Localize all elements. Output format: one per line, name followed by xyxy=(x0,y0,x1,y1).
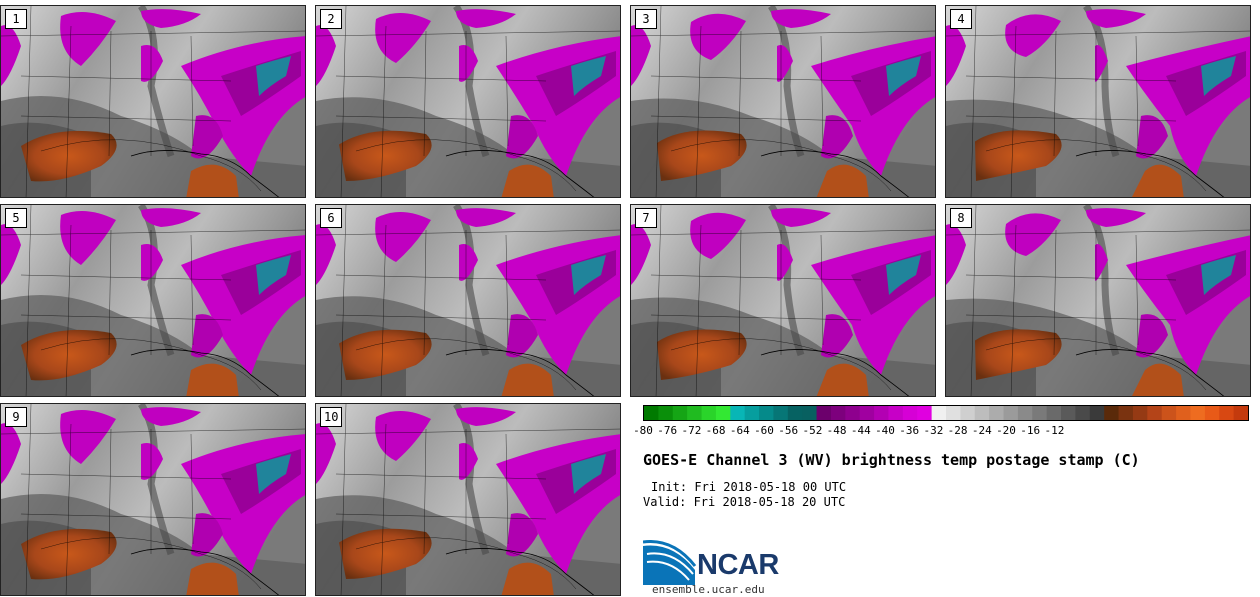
map-panel-6[interactable]: 6 xyxy=(315,204,621,397)
ncar-logo-icon xyxy=(643,540,697,585)
water-vapor-map xyxy=(631,6,935,197)
colorbar-tick-label: -16 xyxy=(1020,424,1041,437)
colorbar-swatch xyxy=(773,406,789,420)
colorbar-swatch xyxy=(1104,406,1120,420)
water-vapor-map xyxy=(316,404,620,595)
colorbar-swatch xyxy=(730,406,746,420)
colorbar-tick-label: -72 xyxy=(681,424,702,437)
colorbar xyxy=(643,405,1249,421)
colorbar-swatch xyxy=(1161,406,1177,420)
colorbar-swatch xyxy=(917,406,933,420)
colorbar-tick-label: -40 xyxy=(875,424,895,437)
colorbar-swatch xyxy=(816,406,832,420)
colorbar-swatch xyxy=(1075,406,1091,420)
colorbar-swatch xyxy=(672,406,688,420)
colorbar-swatch xyxy=(974,406,990,420)
colorbar-swatch xyxy=(1147,406,1163,420)
colorbar-tick-label: -52 xyxy=(802,424,823,437)
panel-number: 4 xyxy=(950,9,972,29)
colorbar-tick-label: -12 xyxy=(1044,424,1065,437)
panel-number: 1 xyxy=(5,9,27,29)
water-vapor-map xyxy=(316,205,620,396)
colorbar-swatch xyxy=(715,406,731,420)
map-panel-10[interactable]: 10 xyxy=(315,403,621,596)
colorbar-swatch xyxy=(1046,406,1062,420)
water-vapor-map xyxy=(316,6,620,197)
colorbar-swatch xyxy=(687,406,703,420)
logo-wordmark: NCAR xyxy=(697,549,779,581)
colorbar-swatch xyxy=(701,406,717,420)
colorbar-swatch xyxy=(1003,406,1019,420)
colorbar-swatch xyxy=(874,406,889,420)
colorbar-tick-label: -44 xyxy=(850,424,871,437)
colorbar-swatch xyxy=(830,406,846,420)
colorbar-swatch xyxy=(1204,406,1220,420)
colorbar-swatch xyxy=(960,406,976,420)
colorbar-swatch xyxy=(1017,406,1033,420)
colorbar-swatch xyxy=(802,406,818,420)
colorbar-tick-label: -64 xyxy=(729,424,750,437)
panel-number: 6 xyxy=(320,208,342,228)
map-panel-4[interactable]: 4 xyxy=(945,5,1251,198)
init-time: Init: Fri 2018-05-18 00 UTC xyxy=(651,480,847,494)
colorbar-tick-label: -76 xyxy=(657,424,678,437)
colorbar-swatch xyxy=(989,406,1005,420)
panel-number: 5 xyxy=(5,208,27,228)
colorbar-tick-label: -48 xyxy=(826,424,847,437)
colorbar-swatch xyxy=(1219,406,1235,420)
panel-number: 10 xyxy=(320,407,343,427)
map-panel-3[interactable]: 3 xyxy=(630,5,936,198)
colorbar-swatch xyxy=(744,406,760,420)
colorbar-swatch xyxy=(658,406,674,420)
map-panel-8[interactable]: 8 xyxy=(945,204,1251,397)
panel-number: 8 xyxy=(950,208,972,228)
logo-url[interactable]: ensemble.ucar.edu xyxy=(652,583,765,596)
colorbar-swatch xyxy=(931,406,947,420)
colorbar-swatch xyxy=(888,406,904,420)
water-vapor-map xyxy=(1,404,305,595)
colorbar-tick-label: -32 xyxy=(923,424,944,437)
map-panel-2[interactable]: 2 xyxy=(315,5,621,198)
colorbar-tick-label: -56 xyxy=(778,424,799,437)
map-panel-5[interactable]: 5 xyxy=(0,204,306,397)
map-panel-1[interactable]: 1 xyxy=(0,5,306,198)
colorbar-swatch xyxy=(1190,406,1206,420)
panel-number: 9 xyxy=(5,407,27,427)
colorbar-swatch xyxy=(1132,406,1148,420)
water-vapor-map xyxy=(946,6,1250,197)
panel-number: 7 xyxy=(635,208,657,228)
water-vapor-map xyxy=(946,205,1250,396)
colorbar-swatch xyxy=(1176,406,1191,420)
colorbar-tick-label: -28 xyxy=(947,424,968,437)
colorbar-swatch xyxy=(759,406,774,420)
panel-number: 2 xyxy=(320,9,342,29)
water-vapor-map xyxy=(1,6,305,197)
panel-number: 3 xyxy=(635,9,657,29)
colorbar-tick-label: -20 xyxy=(996,424,1016,437)
colorbar-swatch xyxy=(1032,406,1048,420)
colorbar-swatch xyxy=(1118,406,1134,420)
colorbar-swatch xyxy=(644,406,659,420)
colorbar-swatch xyxy=(1061,406,1076,420)
colorbar-swatch xyxy=(1233,406,1249,420)
colorbar-swatch xyxy=(787,406,803,420)
colorbar-swatch xyxy=(946,406,961,420)
water-vapor-map xyxy=(1,205,305,396)
colorbar-swatch xyxy=(859,406,875,420)
colorbar-swatch xyxy=(845,406,861,420)
valid-time: Valid: Fri 2018-05-18 20 UTC xyxy=(643,495,846,509)
map-panel-9[interactable]: 9 xyxy=(0,403,306,596)
figure-title: GOES-E Channel 3 (WV) brightness temp po… xyxy=(643,451,1140,469)
water-vapor-map xyxy=(631,205,935,396)
colorbar-tick-label: -36 xyxy=(899,424,920,437)
colorbar-tick-label: -68 xyxy=(705,424,726,437)
colorbar-tick-label: -80 xyxy=(633,424,653,437)
colorbar-tick-label: -24 xyxy=(971,424,992,437)
colorbar-tick-label: -60 xyxy=(754,424,774,437)
colorbar-swatch xyxy=(1089,406,1105,420)
colorbar-swatch xyxy=(902,406,918,420)
map-panel-7[interactable]: 7 xyxy=(630,204,936,397)
